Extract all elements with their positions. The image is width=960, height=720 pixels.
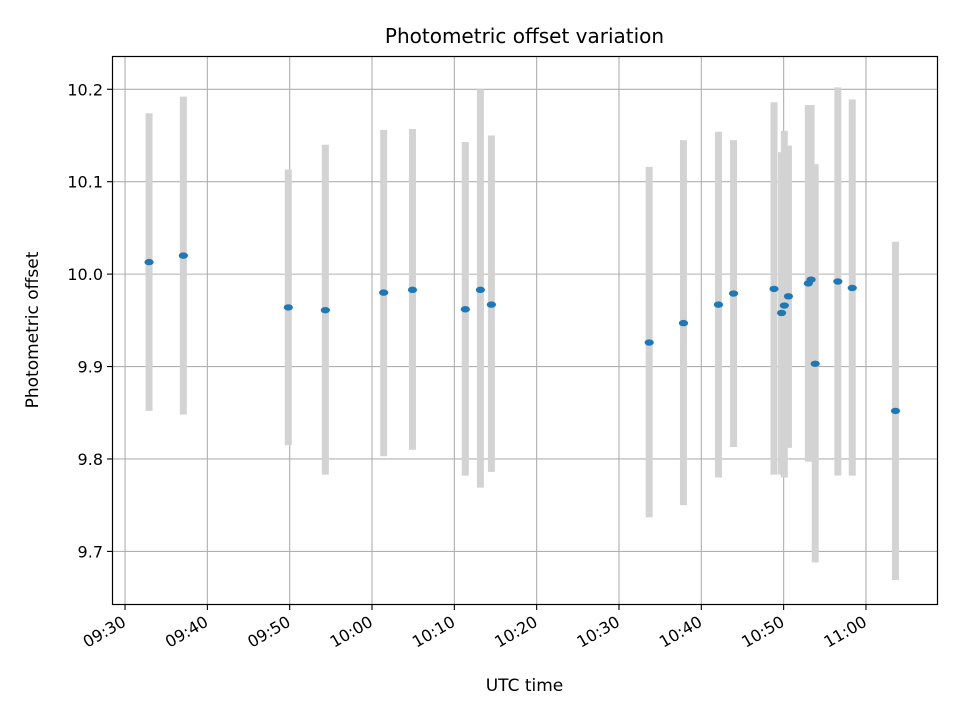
chart-title: Photometric offset variation xyxy=(385,24,664,48)
x-axis-label: UTC time xyxy=(486,676,564,696)
data-point xyxy=(320,306,330,314)
data-point xyxy=(144,258,154,266)
data-point xyxy=(806,276,816,283)
data-point xyxy=(460,306,470,313)
data-point xyxy=(776,309,787,317)
data-point xyxy=(644,339,654,346)
data-point xyxy=(678,319,689,327)
data-point xyxy=(783,293,794,300)
data-point xyxy=(847,284,857,292)
data-point xyxy=(833,278,843,285)
y-tick-label: 9.7 xyxy=(78,542,103,561)
data-points xyxy=(144,252,901,415)
y-tick-label: 10.2 xyxy=(67,80,103,99)
y-tick-label: 9.9 xyxy=(78,358,103,377)
y-tick-label: 10.0 xyxy=(67,265,103,284)
data-point xyxy=(407,286,418,294)
data-point xyxy=(379,289,389,296)
data-point xyxy=(283,304,293,311)
plot-frame xyxy=(111,55,939,606)
y-axis-label: Photometric offset xyxy=(23,251,43,408)
data-point xyxy=(713,301,724,308)
y-axis: 9.7 9.8 9.9 10.0 10.1 10.2 xyxy=(67,80,112,561)
data-point xyxy=(178,252,188,259)
data-point xyxy=(769,285,779,293)
data-point xyxy=(779,302,789,309)
y-tick-label: 10.1 xyxy=(67,173,103,192)
y-tick-label: 9.8 xyxy=(78,450,103,469)
data-point xyxy=(810,360,820,367)
data-point xyxy=(728,290,739,297)
data-point xyxy=(890,407,901,415)
data-point xyxy=(486,301,496,308)
data-point xyxy=(475,286,486,294)
